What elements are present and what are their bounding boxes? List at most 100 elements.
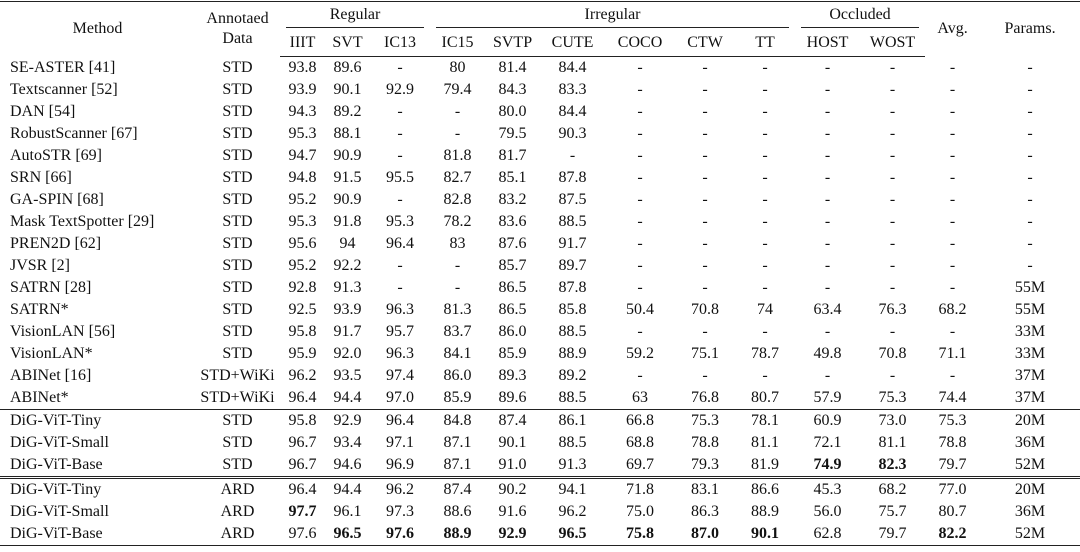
value-cell: 88.5 [558, 389, 587, 406]
value-cell: - [762, 191, 768, 208]
value-cell: 96.7 [288, 456, 317, 473]
value-cell: 81.4 [498, 59, 527, 76]
value-cell: ARD [220, 503, 255, 520]
column-header: CTW [675, 29, 736, 57]
method-header: Method [0, 1, 195, 57]
value-cell: - [889, 257, 896, 274]
value-cell: 68.2 [938, 301, 967, 318]
value-cell: 88.5 [558, 213, 587, 230]
value-cell: - [824, 103, 831, 120]
value-cell: - [889, 235, 896, 252]
value-cell: 73.0 [860, 409, 926, 432]
value-cell: 89.2 [333, 103, 362, 120]
table-row: AutoSTR [69] STD 94.7 90.9 - 81.8 81.7 - - - - - - - - [0, 145, 1080, 167]
value-cell: - [824, 191, 831, 208]
value-cell: 92.0 [333, 345, 362, 362]
column-header: SVT [325, 29, 370, 57]
value-cell: 97.4 [386, 367, 415, 384]
value-cell: 92.2 [333, 257, 362, 274]
value-cell: 90.9 [333, 147, 362, 164]
value-cell: 71.8 [605, 476, 676, 501]
value-cell: 95.2 [288, 191, 317, 208]
value-cell: - [454, 257, 461, 274]
value-cell: - [637, 81, 643, 98]
value-cell: - [702, 147, 708, 164]
value-cell: - [1027, 125, 1033, 142]
table-row: DAN [54] STD 94.3 89.2 - - 80.0 84.4 - - - - - - - [0, 101, 1080, 123]
value-cell: - [889, 213, 896, 230]
method-cell: JVSR [2] [10, 257, 71, 274]
value-cell: 96.9 [386, 456, 415, 473]
value-cell: 84.4 [558, 103, 587, 120]
value-cell: - [702, 323, 708, 340]
value-cell: - [889, 191, 896, 208]
value-cell: 80.0 [498, 103, 527, 120]
value-cell: - [949, 213, 956, 230]
value-cell: 96.3 [386, 345, 415, 362]
value-cell: 85.9 [498, 345, 527, 362]
value-cell: - [702, 125, 708, 142]
value-cell: 96.2 [288, 367, 317, 384]
value-cell: STD [222, 103, 253, 120]
value-cell: 86.3 [691, 503, 720, 520]
value-cell: - [824, 59, 831, 76]
value-cell: 63 [632, 389, 649, 406]
value-cell: - [824, 323, 831, 340]
value-cell: 76.8 [691, 389, 720, 406]
params-header: Params. [980, 1, 1080, 57]
value-cell: 95.3 [288, 213, 317, 230]
value-cell: 94.1 [540, 476, 606, 501]
value-cell: 96.2 [370, 476, 431, 501]
value-cell: - [637, 103, 643, 120]
table-header: Method Annotaed Data Regular Irregular Occlu… [0, 1, 1080, 57]
value-cell: 89.6 [333, 59, 362, 76]
value-cell: 83.7 [443, 323, 472, 340]
value-cell: 87.8 [558, 279, 587, 296]
value-cell: 95.8 [288, 323, 317, 340]
value-cell: 92.9 [325, 409, 370, 432]
value-cell: 93.4 [333, 434, 362, 451]
value-cell: 96.5 [325, 523, 370, 546]
value-cell: 80.7 [751, 389, 780, 406]
column-header: WOST [860, 29, 926, 57]
value-cell: 86.1 [540, 409, 606, 432]
value-cell: 81.9 [751, 456, 780, 473]
value-cell: STD [222, 125, 253, 142]
value-cell: - [637, 279, 643, 296]
value-cell: 91.7 [333, 323, 362, 340]
table-row: SATRN* STD 92.5 93.9 96.3 81.3 86.5 85.8 50.4 70.… [0, 299, 1080, 321]
value-cell: 57.9 [813, 389, 842, 406]
value-cell: 92.8 [288, 279, 317, 296]
value-cell: 83.6 [498, 213, 527, 230]
value-cell: - [824, 367, 831, 384]
value-cell: 78.2 [443, 213, 472, 230]
value-cell: - [637, 323, 643, 340]
value-cell: - [702, 81, 708, 98]
value-cell: 76.3 [878, 301, 907, 318]
value-cell: 88.1 [333, 125, 362, 142]
value-cell: - [702, 59, 708, 76]
value-cell: 52M [980, 523, 1080, 546]
value-cell: - [1027, 235, 1033, 252]
value-cell: 36M [1014, 434, 1046, 451]
table-body: SE-ASTER [41] STD 93.8 89.6 - 80 81.4 84.4 - - - - -… [0, 57, 1080, 546]
value-cell: - [949, 323, 956, 340]
value-cell: - [1027, 257, 1033, 274]
value-cell: 91.6 [498, 503, 527, 520]
value-cell: 88.6 [443, 503, 472, 520]
value-cell: - [824, 213, 831, 230]
value-cell: 94.4 [325, 476, 370, 501]
table-row: DiG-ViT-Small STD 96.7 93.4 97.1 87.1 90.1 88.5… [0, 432, 1080, 454]
value-cell: 89.7 [558, 257, 587, 274]
value-cell: STD [222, 345, 253, 362]
value-cell: 90.1 [333, 81, 362, 98]
value-cell: 84.1 [443, 345, 472, 362]
value-cell: 96.3 [386, 301, 415, 318]
table-row: DiG-ViT-Tiny ARD 96.4 94.4 96.2 87.4 90.2 94.1 7… [0, 476, 1080, 501]
value-cell: - [762, 213, 768, 230]
value-cell: 97.1 [386, 434, 415, 451]
value-cell: - [637, 213, 643, 230]
value-cell: 74.4 [938, 389, 967, 406]
value-cell: - [1027, 81, 1033, 98]
value-cell: 74.9 [813, 456, 842, 473]
